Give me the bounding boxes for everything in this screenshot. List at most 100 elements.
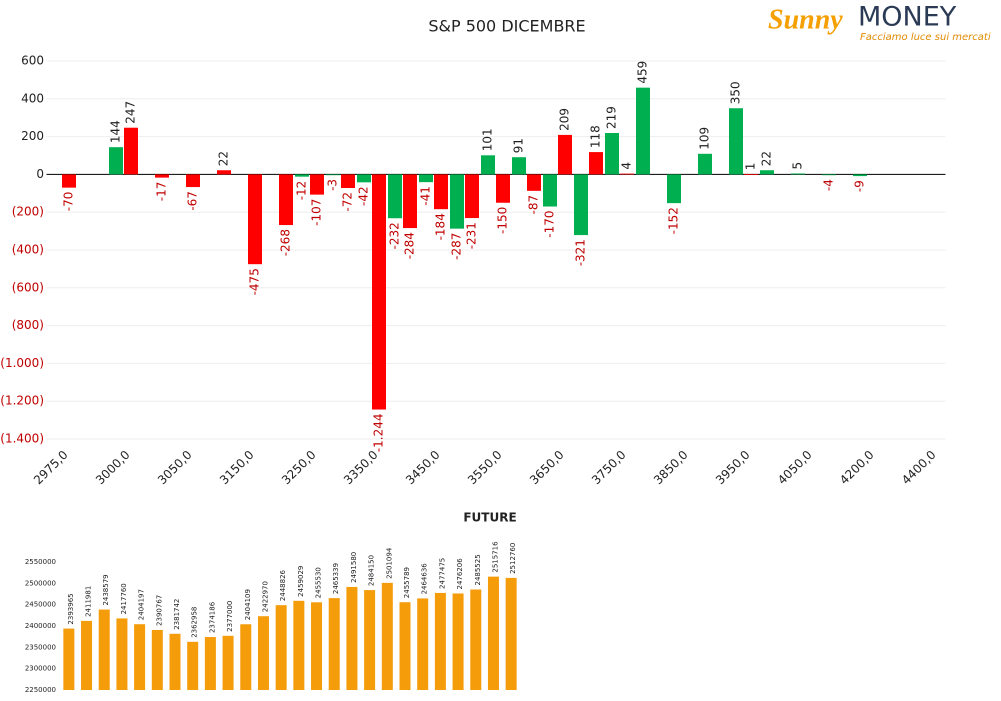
x-tick-label: 4200,0	[837, 448, 877, 488]
data-label: 118	[589, 125, 603, 148]
data-label: 144	[109, 120, 123, 143]
data-label: -475	[248, 268, 262, 295]
bar	[667, 174, 681, 204]
data-label: 350	[729, 81, 743, 104]
bar	[465, 174, 479, 219]
data-label: 2459029	[297, 566, 305, 597]
data-label: -72	[341, 192, 355, 212]
data-label: 91	[512, 138, 526, 153]
bar	[293, 600, 305, 690]
bar	[364, 590, 376, 690]
data-label: -1.244	[372, 414, 386, 453]
bar	[419, 174, 433, 183]
bar	[822, 174, 836, 176]
y-tick-label: (1.000)	[0, 356, 44, 370]
chart-title: S&P 500 DICEMBRE	[428, 17, 585, 36]
x-tick-label: 4400,0	[899, 448, 939, 488]
bar	[620, 173, 634, 175]
data-label: 2485525	[474, 554, 482, 585]
bar	[512, 157, 526, 175]
bar	[155, 174, 169, 178]
bar	[470, 589, 482, 690]
x-tick-label: 3050,0	[155, 448, 195, 488]
y-tick-label: 2400000	[25, 622, 56, 630]
data-label: 2515716	[491, 541, 499, 573]
bar	[496, 174, 510, 203]
data-label: 2390767	[155, 595, 163, 626]
bar	[434, 592, 446, 690]
y-tick-label: (800)	[12, 318, 44, 332]
data-label: -321	[574, 239, 588, 266]
x-tick-label: 3150,0	[217, 448, 257, 488]
bar	[186, 174, 200, 188]
bar	[487, 576, 499, 690]
data-label: -41	[419, 186, 433, 206]
bar	[81, 620, 93, 690]
y-tick-label: 2300000	[25, 665, 56, 673]
x-tick-label: 3250,0	[279, 448, 319, 488]
y-tick-label: 2350000	[25, 643, 56, 651]
bar	[63, 628, 75, 690]
y-tick-label: 0	[36, 167, 44, 181]
data-label: 2455789	[403, 567, 411, 598]
bar	[505, 577, 517, 690]
y-tick-label: (1.400)	[0, 432, 44, 446]
data-label: 109	[698, 127, 712, 150]
bar	[169, 633, 181, 690]
bar	[98, 609, 110, 690]
data-label: 2501094	[385, 547, 393, 579]
data-label: 219	[605, 106, 619, 129]
y-tick-label: (600)	[12, 280, 44, 294]
data-label: -17	[155, 182, 169, 202]
bar	[589, 152, 603, 175]
y-tick-label: (1.200)	[0, 394, 44, 408]
x-tick-label: 3450,0	[403, 448, 443, 488]
bar	[527, 174, 541, 191]
chart-title: FUTURE	[463, 511, 516, 525]
bar	[543, 174, 557, 207]
data-label: -268	[279, 229, 293, 256]
data-label: 4	[620, 162, 634, 170]
x-tick-label: 2975,0	[31, 448, 71, 488]
data-label: -70	[62, 192, 76, 212]
data-label: 2477475	[438, 558, 446, 589]
bar	[744, 174, 758, 176]
data-label: 1	[744, 163, 758, 171]
bar	[124, 127, 138, 175]
data-label: 2362958	[191, 607, 199, 638]
bar	[388, 174, 402, 219]
data-label: 2422970	[261, 581, 269, 612]
data-label: 2464636	[421, 563, 429, 595]
x-tick-label: 3750,0	[589, 448, 629, 488]
bar	[853, 174, 867, 177]
bar	[187, 641, 199, 690]
bar	[62, 174, 76, 188]
data-label: -3	[326, 179, 340, 191]
logo-tagline: Facciamo luce sui mercati	[860, 32, 991, 43]
data-label: 101	[481, 128, 495, 151]
data-label: 2448826	[279, 569, 287, 601]
data-label: 2491580	[350, 552, 358, 583]
y-tick-label: 2550000	[25, 558, 56, 566]
bar	[760, 170, 774, 175]
logo-name: MONEY	[858, 2, 957, 33]
data-label: 2411981	[85, 586, 93, 617]
data-label: 2393965	[67, 593, 75, 624]
y-tick-label: 200	[21, 129, 44, 143]
y-tick-label: (400)	[12, 243, 44, 257]
bar	[481, 155, 495, 175]
data-label: -12	[295, 181, 309, 201]
data-label: 209	[558, 108, 572, 131]
data-label: 5	[791, 162, 805, 170]
data-label: 2374186	[208, 601, 216, 633]
bar	[311, 602, 323, 690]
bar	[346, 586, 358, 690]
bar	[399, 602, 411, 690]
y-tick-label: 400	[21, 91, 44, 105]
x-tick-label: 3350,0	[341, 448, 381, 488]
data-label: 2381742	[173, 599, 181, 630]
data-label: -4	[822, 179, 836, 191]
data-label: 2404109	[244, 589, 252, 620]
bar	[403, 174, 417, 229]
